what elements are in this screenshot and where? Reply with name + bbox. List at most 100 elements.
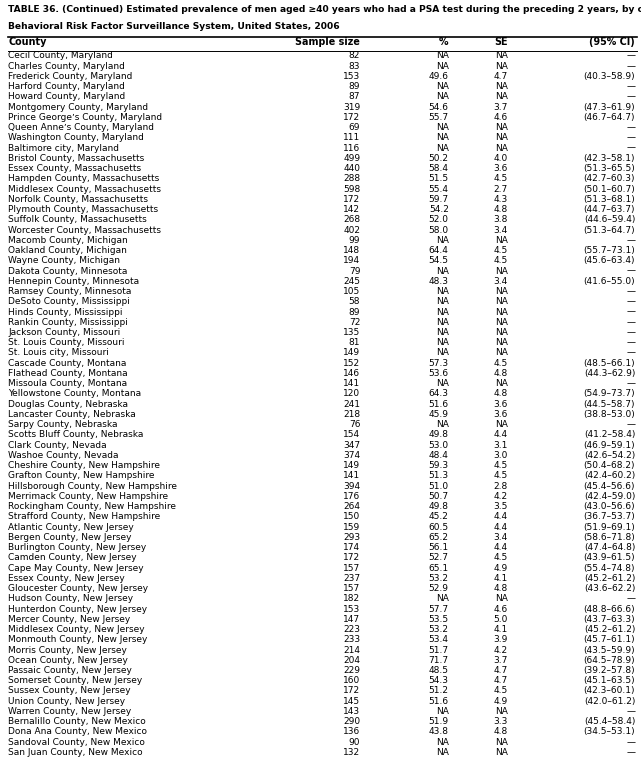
Text: 53.5: 53.5 (429, 615, 449, 624)
Text: Hudson County, New Jersey: Hudson County, New Jersey (8, 594, 133, 604)
Text: Morris County, New Jersey: Morris County, New Jersey (8, 645, 127, 655)
Text: Hennepin County, Minnesota: Hennepin County, Minnesota (8, 277, 140, 286)
Text: (47.4–64.8): (47.4–64.8) (584, 543, 635, 552)
Text: NA: NA (495, 707, 508, 716)
Text: —: — (626, 379, 635, 388)
Text: 229: 229 (343, 666, 360, 675)
Text: San Juan County, New Mexico: San Juan County, New Mexico (8, 748, 143, 757)
Text: 99: 99 (349, 235, 360, 245)
Text: Baltimore city, Maryland: Baltimore city, Maryland (8, 143, 119, 152)
Text: (42.6–54.2): (42.6–54.2) (584, 451, 635, 460)
Text: (39.2–57.8): (39.2–57.8) (583, 666, 635, 675)
Text: 54.2: 54.2 (429, 205, 449, 214)
Text: 264: 264 (343, 502, 360, 511)
Text: TABLE 36. (Continued) Estimated prevalence of men aged ≥40 years who had a PSA t: TABLE 36. (Continued) Estimated prevalen… (8, 5, 641, 14)
Text: 87: 87 (349, 92, 360, 101)
Text: Bristol County, Massachusetts: Bristol County, Massachusetts (8, 154, 145, 163)
Text: Frederick County, Maryland: Frederick County, Maryland (8, 72, 133, 81)
Text: Monmouth County, New Jersey: Monmouth County, New Jersey (8, 636, 147, 645)
Text: NA: NA (495, 738, 508, 747)
Text: 4.6: 4.6 (494, 113, 508, 122)
Text: 60.5: 60.5 (429, 523, 449, 532)
Text: 58: 58 (349, 297, 360, 306)
Text: —: — (626, 328, 635, 337)
Text: 174: 174 (343, 543, 360, 552)
Text: NA: NA (436, 62, 449, 71)
Text: (47.3–61.9): (47.3–61.9) (583, 103, 635, 112)
Text: 4.9: 4.9 (494, 564, 508, 572)
Text: NA: NA (495, 123, 508, 132)
Text: 120: 120 (343, 389, 360, 399)
Text: (45.2–61.2): (45.2–61.2) (584, 574, 635, 583)
Text: 51.3: 51.3 (429, 472, 449, 480)
Text: NA: NA (495, 308, 508, 316)
Text: (54.9–73.7): (54.9–73.7) (583, 389, 635, 399)
Text: (64.5–78.9): (64.5–78.9) (583, 656, 635, 664)
Text: 152: 152 (343, 359, 360, 368)
Text: 83: 83 (349, 62, 360, 71)
Text: NA: NA (495, 235, 508, 245)
Text: 3.4: 3.4 (494, 226, 508, 235)
Text: 204: 204 (343, 656, 360, 664)
Text: Sussex County, New Jersey: Sussex County, New Jersey (8, 687, 131, 696)
Text: 159: 159 (343, 523, 360, 532)
Text: (42.3–58.1): (42.3–58.1) (584, 154, 635, 163)
Text: 4.5: 4.5 (494, 256, 508, 265)
Text: Clark County, Nevada: Clark County, Nevada (8, 440, 107, 450)
Text: (55.4–74.8): (55.4–74.8) (584, 564, 635, 572)
Text: (36.7–53.7): (36.7–53.7) (583, 512, 635, 521)
Text: 4.7: 4.7 (494, 72, 508, 81)
Text: 51.6: 51.6 (429, 400, 449, 408)
Text: 268: 268 (343, 216, 360, 224)
Text: (46.7–64.7): (46.7–64.7) (584, 113, 635, 122)
Text: NA: NA (495, 420, 508, 429)
Text: 48.4: 48.4 (429, 451, 449, 460)
Text: 347: 347 (343, 440, 360, 450)
Text: Montgomery County, Maryland: Montgomery County, Maryland (8, 103, 149, 112)
Text: Washington County, Maryland: Washington County, Maryland (8, 133, 144, 142)
Text: NA: NA (495, 82, 508, 91)
Text: Lancaster County, Nebraska: Lancaster County, Nebraska (8, 410, 136, 419)
Text: —: — (626, 297, 635, 306)
Text: 374: 374 (343, 451, 360, 460)
Text: NA: NA (436, 235, 449, 245)
Text: 4.0: 4.0 (494, 154, 508, 163)
Text: Plymouth County, Massachusetts: Plymouth County, Massachusetts (8, 205, 158, 214)
Text: 49.6: 49.6 (429, 72, 449, 81)
Text: Camden County, New Jersey: Camden County, New Jersey (8, 553, 137, 562)
Text: 4.5: 4.5 (494, 472, 508, 480)
Text: 57.7: 57.7 (429, 604, 449, 613)
Text: 43.8: 43.8 (429, 728, 449, 736)
Text: NA: NA (495, 297, 508, 306)
Text: 148: 148 (343, 246, 360, 255)
Text: 52.9: 52.9 (429, 584, 449, 593)
Text: 3.6: 3.6 (494, 164, 508, 173)
Text: Merrimack County, New Hampshire: Merrimack County, New Hampshire (8, 492, 169, 501)
Text: NA: NA (436, 308, 449, 316)
Text: 233: 233 (343, 636, 360, 645)
Text: (46.9–59.1): (46.9–59.1) (583, 440, 635, 450)
Text: 90: 90 (349, 738, 360, 747)
Text: 116: 116 (343, 143, 360, 152)
Text: (40.3–58.9): (40.3–58.9) (583, 72, 635, 81)
Text: 132: 132 (343, 748, 360, 757)
Text: Mercer County, New Jersey: Mercer County, New Jersey (8, 615, 131, 624)
Text: —: — (626, 62, 635, 71)
Text: 3.7: 3.7 (494, 103, 508, 112)
Text: NA: NA (436, 379, 449, 388)
Text: 51.7: 51.7 (429, 645, 449, 655)
Text: —: — (626, 287, 635, 296)
Text: Queen Anneʼs County, Maryland: Queen Anneʼs County, Maryland (8, 123, 154, 132)
Text: 4.5: 4.5 (494, 461, 508, 470)
Text: 58.0: 58.0 (429, 226, 449, 235)
Text: 89: 89 (349, 308, 360, 316)
Text: 71.7: 71.7 (429, 656, 449, 664)
Text: 150: 150 (343, 512, 360, 521)
Text: —: — (626, 143, 635, 152)
Text: 141: 141 (343, 379, 360, 388)
Text: NA: NA (495, 594, 508, 604)
Text: 3.9: 3.9 (494, 636, 508, 645)
Text: 64.3: 64.3 (429, 389, 449, 399)
Text: 4.5: 4.5 (494, 174, 508, 184)
Text: (41.6–55.0): (41.6–55.0) (583, 277, 635, 286)
